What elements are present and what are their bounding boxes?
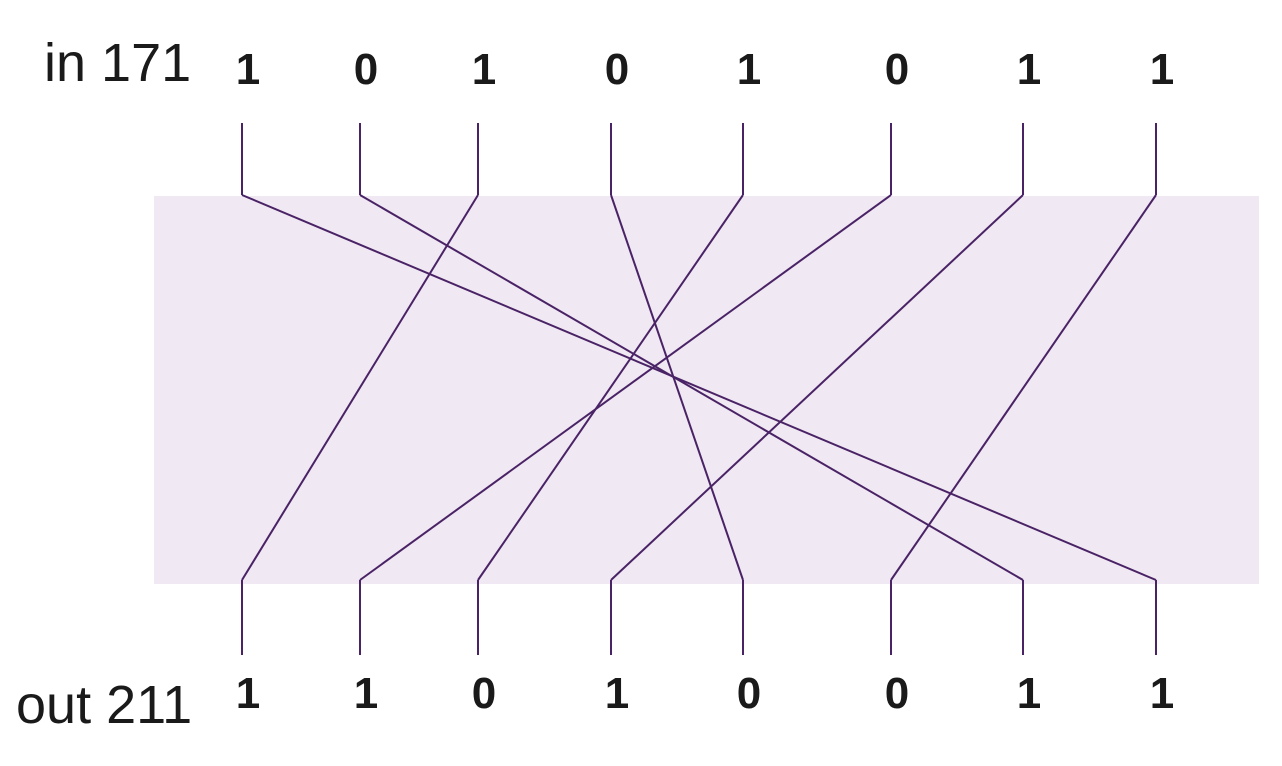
crossing-wire-7 (890, 194, 1157, 581)
crossing-wire-0 (241, 194, 1157, 581)
input-bit-2: 1 (471, 45, 497, 94)
crossing-wire-5 (359, 194, 892, 581)
output-bit-6: 1 (1016, 669, 1042, 718)
crossing-wire-1 (359, 194, 1024, 581)
output-bit-3: 1 (604, 669, 630, 718)
input-bit-6: 1 (1016, 45, 1042, 94)
crossing-wire-3 (610, 194, 744, 581)
wires-group (241, 123, 1157, 655)
crossing-wire-4 (477, 194, 744, 581)
output-bit-1: 1 (353, 669, 379, 718)
input-bit-5: 0 (884, 45, 910, 94)
input-bit-3: 0 (604, 45, 630, 94)
output-bit-2: 0 (471, 669, 497, 718)
crossing-wire-6 (610, 194, 1024, 581)
input-bit-0: 1 (235, 45, 261, 94)
input-bit-7: 1 (1149, 45, 1175, 94)
input-label: in 171 (44, 33, 192, 93)
output-label: out 211 (16, 675, 193, 735)
input-bit-1: 0 (353, 45, 379, 94)
output-bit-0: 1 (235, 669, 261, 718)
input-bit-4: 1 (736, 45, 762, 94)
crossing-wire-2 (241, 194, 479, 581)
output-bit-4: 0 (736, 669, 762, 718)
output-bit-7: 1 (1149, 669, 1175, 718)
output-bit-5: 0 (884, 669, 910, 718)
